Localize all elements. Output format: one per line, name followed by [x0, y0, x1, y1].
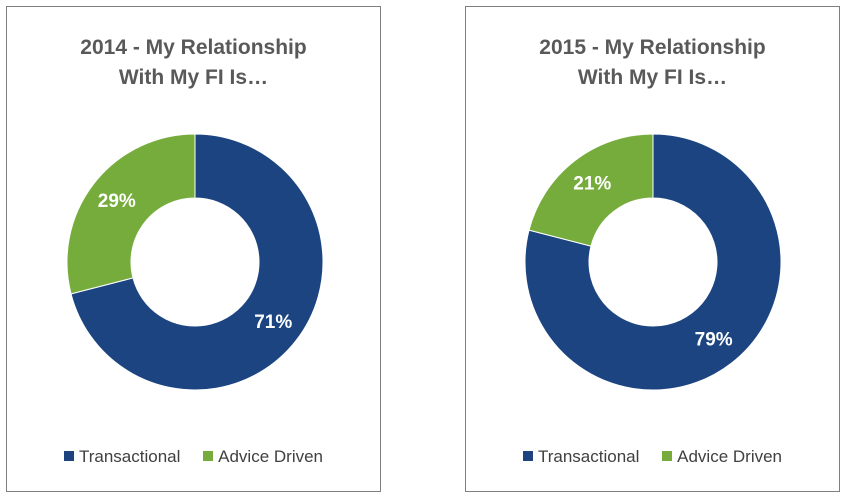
- data-label-advice-driven: 21%: [573, 173, 611, 194]
- chart-title-line-2: With My FI Is…: [577, 66, 728, 89]
- legend-label-advice-driven: Advice Driven: [218, 447, 324, 466]
- legend-item-advice-driven: Advice Driven: [203, 447, 323, 467]
- donut-slice-transactional: [524, 133, 782, 391]
- chart-title: 2015 - My Relationship With My FI Is…: [466, 33, 839, 93]
- chart-title: 2014 - My Relationship With My FI Is…: [7, 33, 380, 93]
- chart-panel-2014: 2014 - My Relationship With My FI Is… 71…: [6, 6, 381, 492]
- legend-label-transactional: Transactional: [78, 447, 181, 466]
- legend-label-transactional: Transactional: [537, 447, 640, 466]
- legend-swatch-advice-driven: [662, 451, 673, 461]
- chart-title-line-1: 2014 - My Relationship: [80, 36, 307, 59]
- donut-slice-transactional: [70, 133, 324, 391]
- legend-item-transactional: Transactional: [63, 447, 181, 467]
- chart-panel-2015: 2015 - My Relationship With My FI Is… 79…: [465, 6, 840, 492]
- legend-swatch-transactional: [63, 451, 74, 461]
- chart-legend: Transactional Advice Driven: [7, 447, 380, 467]
- donut-chart: 71% 29%: [66, 133, 324, 391]
- data-label-advice-driven: 29%: [98, 191, 136, 212]
- donut-slice-advice-driven: [66, 133, 196, 295]
- chart-legend: Transactional Advice Driven: [466, 447, 839, 467]
- data-label-transactional: 71%: [254, 312, 292, 333]
- legend-swatch-transactional: [522, 451, 533, 461]
- legend-label-advice-driven: Advice Driven: [677, 447, 783, 466]
- legend-item-transactional: Transactional: [522, 447, 640, 467]
- donut-chart: 79% 21%: [524, 133, 782, 391]
- donut-slice-advice-driven: [528, 133, 654, 247]
- legend-item-advice-driven: Advice Driven: [662, 447, 782, 467]
- data-label-transactional: 79%: [695, 330, 733, 351]
- chart-title-line-1: 2015 - My Relationship: [539, 36, 766, 59]
- legend-swatch-advice-driven: [203, 451, 214, 461]
- chart-title-line-2: With My FI Is…: [118, 66, 269, 89]
